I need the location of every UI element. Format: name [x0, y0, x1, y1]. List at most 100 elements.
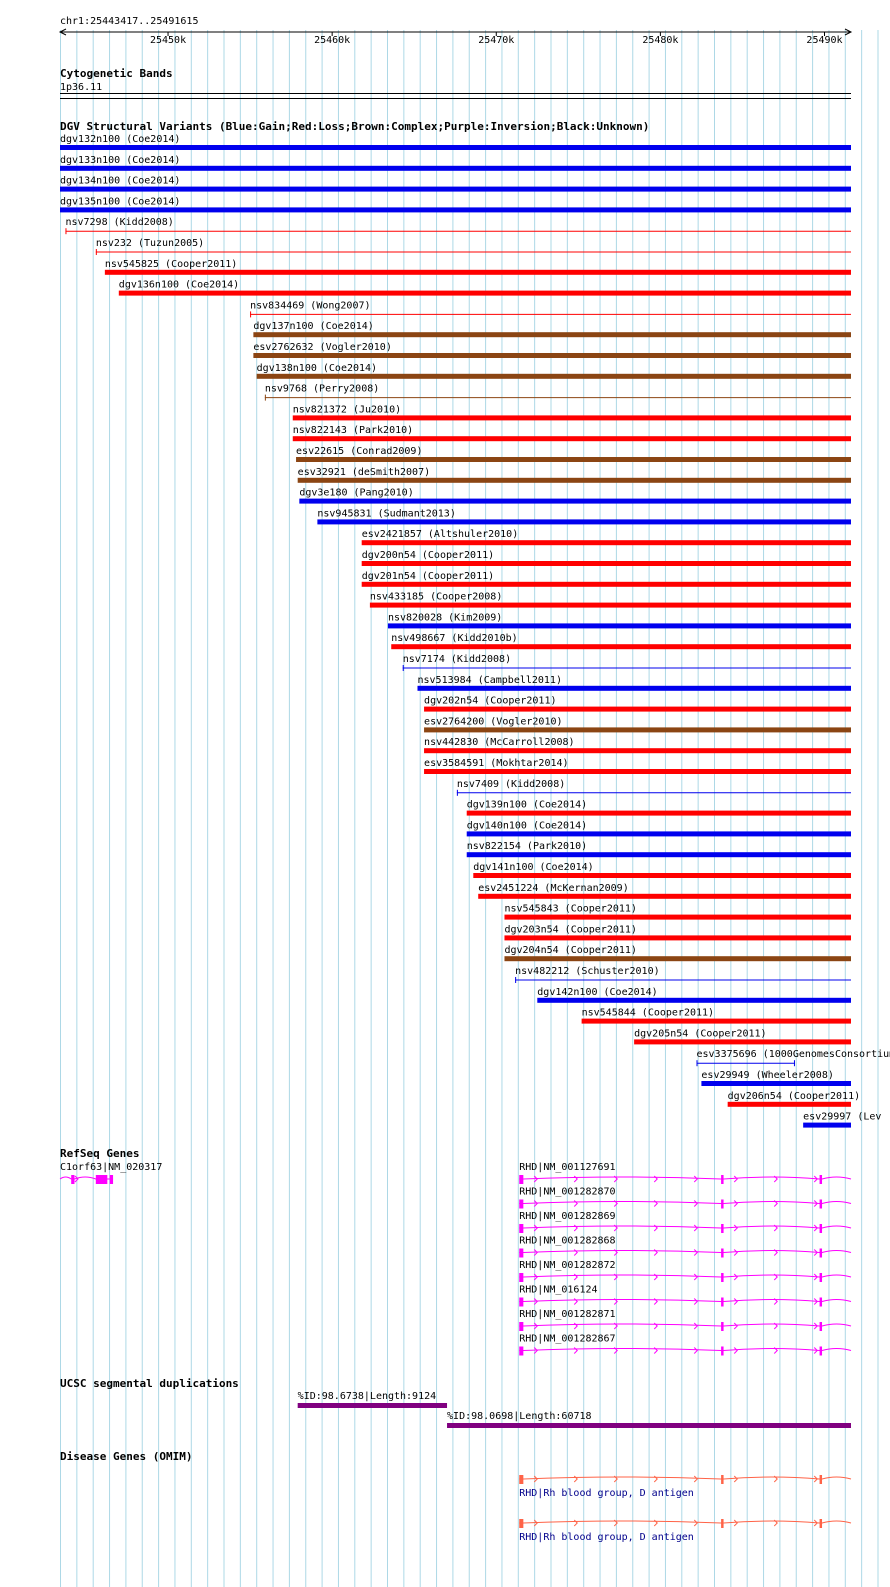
refseq-gene[interactable]: RHD|NM_001282868 — [519, 1236, 852, 1258]
dgv-variant[interactable]: nsv442830 (McCarroll2008) — [424, 737, 851, 754]
dgv-variant[interactable]: nsv822154 (Park2010) — [466, 841, 851, 858]
strand-arrow-icon — [653, 1200, 658, 1207]
dgv-variant[interactable]: esv29949 (Wheeler2008) — [701, 1070, 851, 1086]
refseq-gene[interactable]: RHD|NM_016124 — [519, 1285, 852, 1307]
dgv-variant[interactable]: esv29997 (Lev — [803, 1112, 881, 1128]
dgv-variant[interactable]: dgv138n100 (Coe2014) — [256, 363, 851, 379]
segdup-feature[interactable]: %ID:98.6738|Length:9124 — [297, 1391, 448, 1408]
dgv-variant[interactable]: dgv135n100 (Coe2014) — [60, 196, 851, 213]
dgv-variant[interactable]: dgv142n100 (Coe2014) — [537, 987, 851, 1003]
exon-block — [721, 1297, 724, 1307]
track-title-refseq: RefSeq Genes — [60, 1147, 139, 1160]
dgv-variant[interactable]: nsv7298 (Kidd2008) — [65, 217, 851, 235]
dgv-variant[interactable]: dgv3e180 (Pang2010) — [299, 488, 851, 504]
refseq-gene[interactable]: RHD|NM_001127691 — [519, 1162, 852, 1184]
variant-label: esv29949 (Wheeler2008) — [701, 1070, 833, 1081]
dgv-variant[interactable]: nsv822143 (Park2010) — [292, 425, 851, 442]
strand-arrow-icon — [813, 1224, 818, 1232]
exon-block — [519, 1224, 524, 1233]
variant-label: nsv821372 (Ju2010) — [293, 404, 401, 415]
variant-label: dgv139n100 (Coe2014) — [467, 800, 587, 811]
dgv-variant[interactable]: nsv513984 (Campbell2011) — [417, 675, 851, 691]
dgv-variant[interactable]: dgv206n54 (Cooper2011) — [727, 1091, 860, 1107]
exon-block — [819, 1224, 823, 1233]
variant-bar — [504, 914, 851, 920]
cytoband-track[interactable]: Cytogenetic Bands 1p36.11 — [60, 67, 851, 99]
dgv-variant[interactable]: dgv132n100 (Coe2014) — [60, 134, 851, 150]
strand-arrow-icon — [533, 1175, 538, 1183]
variant-label: dgv142n100 (Coe2014) — [537, 987, 657, 998]
exon-block — [819, 1519, 823, 1528]
refseq-gene[interactable]: C1orf63|NM_020317 — [59, 1162, 162, 1184]
dgv-variant[interactable]: esv2764200 (Vogler2010) — [424, 716, 851, 733]
dgv-variant[interactable]: dgv137n100 (Coe2014) — [253, 321, 851, 338]
strand-arrow-icon — [573, 1273, 578, 1281]
dgv-variant[interactable]: nsv545843 (Cooper2011) — [504, 904, 851, 920]
dgv-variant[interactable]: nsv9768 (Perry2008) — [264, 384, 851, 401]
variant-label: nsv442830 (McCarroll2008) — [424, 737, 575, 748]
dgv-variant[interactable]: esv3584591 (Mokhtar2014) — [424, 758, 851, 774]
strand-arrow-icon — [693, 1273, 698, 1281]
omim-gene[interactable]: RHD|Rh blood group, D antigen — [519, 1519, 852, 1543]
dgv-variant[interactable]: nsv821372 (Ju2010) — [292, 404, 851, 421]
dgv-variant[interactable]: esv2421857 (Altshuler2010) — [361, 529, 851, 546]
dgv-variant[interactable]: esv3375696 (1000GenomesConsortium — [696, 1049, 890, 1067]
dgv-variant[interactable]: nsv545844 (Cooper2011) — [581, 1008, 851, 1024]
dgv-variant[interactable]: dgv200n54 (Cooper2011) — [361, 550, 851, 566]
variant-bar — [504, 956, 851, 962]
dgv-variant[interactable]: dgv133n100 (Coe2014) — [60, 155, 851, 171]
variant-bar — [466, 852, 851, 858]
dgv-variant[interactable]: dgv205n54 (Cooper2011) — [634, 1028, 851, 1045]
variant-label: dgv202n54 (Cooper2011) — [424, 696, 556, 707]
dgv-variant[interactable]: dgv203n54 (Cooper2011) — [504, 924, 851, 941]
refseq-gene[interactable]: RHD|NM_001282869 — [519, 1211, 852, 1233]
dgv-variant[interactable]: dgv201n54 (Cooper2011) — [361, 571, 851, 587]
segdup-feature[interactable]: %ID:98.0698|Length:60718 — [447, 1411, 851, 1428]
dgv-variant[interactable]: nsv945831 (Sudmant2013) — [317, 508, 851, 525]
tick-label: 25460k — [314, 35, 350, 46]
dgv-variant[interactable]: dgv136n100 (Coe2014) — [118, 280, 851, 296]
strand-arrow-icon — [693, 1519, 698, 1527]
omim-gene[interactable]: RHD|Rh blood group, D antigen — [519, 1475, 852, 1499]
dgv-variant[interactable]: esv22615 (Conrad2009) — [296, 446, 852, 462]
dgv-variant[interactable]: esv2451224 (McKernan2009) — [478, 883, 851, 899]
dgv-variant[interactable]: dgv139n100 (Coe2014) — [466, 800, 851, 816]
dgv-variant[interactable]: dgv204n54 (Cooper2011) — [504, 945, 851, 962]
variant-label: nsv498667 (Kidd2010b) — [391, 633, 517, 644]
variant-label: dgv141n100 (Coe2014) — [473, 862, 593, 873]
exon-block — [819, 1322, 823, 1331]
dgv-variant[interactable]: esv32921 (deSmith2007) — [297, 467, 851, 483]
dgv-variant[interactable]: esv2762632 (Vogler2010) — [253, 342, 851, 358]
dgv-variant[interactable]: dgv141n100 (Coe2014) — [473, 862, 851, 878]
refseq-gene-label: RHD|NM_001282869 — [519, 1211, 615, 1222]
dgv-variant[interactable]: nsv482212 (Schuster2010) — [515, 966, 851, 983]
variant-label: dgv134n100 (Coe2014) — [60, 176, 180, 187]
dgv-variant[interactable]: nsv7409 (Kidd2008) — [456, 779, 851, 796]
dgv-variant[interactable]: nsv820028 (Kim2009) — [387, 612, 851, 629]
dgv-variant[interactable]: nsv545825 (Cooper2011) — [104, 259, 852, 275]
dgv-variant[interactable]: dgv134n100 (Coe2014) — [60, 176, 851, 192]
refseq-gene-label: RHD|NM_001127691 — [519, 1162, 615, 1173]
strand-arrow-icon — [573, 1298, 578, 1305]
dgv-variant[interactable]: nsv7174 (Kidd2008) — [402, 654, 851, 671]
dgv-variant[interactable]: nsv433185 (Cooper2008) — [369, 592, 851, 608]
variant-bar — [60, 145, 851, 150]
scroll-right-arrow-icon[interactable] — [844, 28, 853, 36]
strand-arrow-icon — [533, 1298, 538, 1305]
dgv-variant[interactable]: nsv834469 (Wong2007) — [250, 300, 851, 318]
variant-bar — [634, 1039, 851, 1045]
variant-label: esv3375696 (1000GenomesConsortium — [696, 1049, 890, 1060]
scroll-left-arrow-icon[interactable] — [58, 28, 67, 36]
dgv-variant[interactable]: nsv498667 (Kidd2010b) — [391, 633, 851, 650]
refseq-gene[interactable]: RHD|NM_001282867 — [519, 1334, 852, 1356]
dgv-variant[interactable]: dgv202n54 (Cooper2011) — [424, 696, 851, 712]
refseq-gene[interactable]: RHD|NM_001282871 — [519, 1309, 852, 1331]
exon-block — [519, 1273, 524, 1282]
strand-arrow-icon — [733, 1273, 738, 1281]
refseq-gene[interactable]: RHD|NM_001282870 — [519, 1187, 852, 1209]
variant-label: nsv7409 (Kidd2008) — [457, 779, 565, 790]
dgv-variant[interactable]: nsv232 (Tuzun2005) — [95, 238, 851, 255]
refseq-gene[interactable]: RHD|NM_001282872 — [519, 1260, 852, 1282]
variant-bar — [466, 810, 851, 816]
dgv-variant[interactable]: dgv140n100 (Coe2014) — [466, 820, 851, 837]
